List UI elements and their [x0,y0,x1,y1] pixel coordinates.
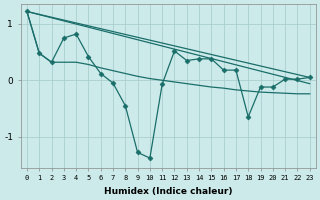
X-axis label: Humidex (Indice chaleur): Humidex (Indice chaleur) [104,187,233,196]
